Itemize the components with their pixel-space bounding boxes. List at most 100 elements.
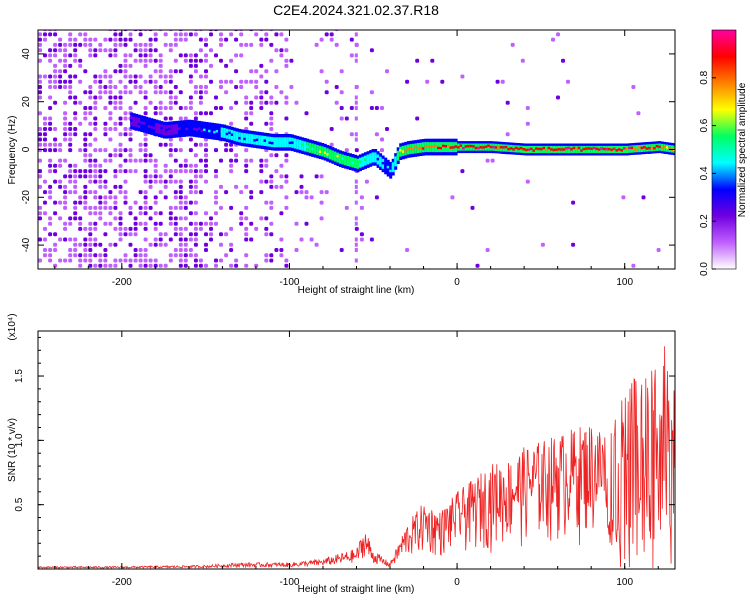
heatmap-cell <box>98 211 103 216</box>
heatmap-cell <box>264 121 269 126</box>
trace-core <box>504 145 508 149</box>
heatmap-cell <box>143 111 148 116</box>
heatmap-cell <box>148 37 153 42</box>
heatmap-cell <box>183 195 188 200</box>
heatmap-cell <box>354 116 358 121</box>
heatmap-cell <box>148 53 153 58</box>
heatmap-cell <box>88 42 93 47</box>
heatmap-cell <box>178 248 183 252</box>
heatmap-cell <box>354 190 358 195</box>
trace-core <box>281 141 284 144</box>
heatmap-cell <box>173 195 178 200</box>
trace-core <box>633 147 636 151</box>
heatmap-cell <box>138 253 143 258</box>
trace-core <box>354 162 357 165</box>
heatmap-cell <box>359 195 364 200</box>
heatmap-cell <box>68 258 73 263</box>
heatmap-cell <box>158 232 163 237</box>
trace-core <box>550 148 553 151</box>
trace-core <box>225 132 229 136</box>
heatmap-cell <box>83 153 88 158</box>
heatmap-cell <box>183 253 188 258</box>
heatmap-cell <box>204 153 208 158</box>
heatmap-cell <box>334 42 339 47</box>
heatmap-cell <box>249 195 254 200</box>
heatmap-cell <box>48 169 53 174</box>
trace-core <box>514 146 518 150</box>
heatmap-cell <box>284 195 289 200</box>
heatmap-cell <box>294 190 299 195</box>
heatmap-cell <box>108 116 113 121</box>
heatmap-cell <box>198 48 203 53</box>
trace-core <box>266 140 269 143</box>
trace-core <box>447 144 450 148</box>
heatmap-cell <box>209 63 213 68</box>
trace-core <box>625 147 628 151</box>
heatmap-cell <box>123 190 128 195</box>
trace-core <box>575 147 578 151</box>
chart-title: C2E4.2024.321.02.37.R18 <box>273 2 439 18</box>
heatmap-cell <box>198 90 203 95</box>
heatmap-cell <box>369 237 374 242</box>
trace-core <box>135 122 138 125</box>
trace-core <box>587 147 591 150</box>
heatmap-cell <box>279 211 284 216</box>
heatmap-cell <box>98 148 103 153</box>
heatmap-cell <box>83 90 88 95</box>
heatmap-cell <box>188 74 193 79</box>
heatmap-cell <box>284 153 289 158</box>
heatmap-cell <box>123 53 128 58</box>
heatmap-cell <box>53 211 58 216</box>
heatmap-cell <box>259 95 264 100</box>
heatmap-cell <box>153 158 158 163</box>
heatmap-cell <box>349 37 354 42</box>
trace-core <box>519 146 523 150</box>
heatmap-cell <box>385 69 389 74</box>
heatmap-cell <box>113 263 118 268</box>
heatmap-cell <box>385 200 389 205</box>
heatmap-cell <box>138 158 143 163</box>
heatmap-cell <box>98 85 103 89</box>
heatmap-cell <box>566 79 570 84</box>
heatmap-cell <box>128 226 133 231</box>
heatmap-cell <box>219 232 223 237</box>
trace-core <box>175 128 178 131</box>
heatmap-cell <box>63 221 68 226</box>
heatmap-cell <box>229 263 234 268</box>
heatmap-cell <box>244 148 249 153</box>
heatmap-cell <box>264 226 269 231</box>
heatmap-cell <box>78 63 83 68</box>
trace-band <box>638 145 642 153</box>
heatmap-cell <box>209 226 213 231</box>
heatmap-cell <box>68 179 73 184</box>
heatmap-cell <box>158 53 163 58</box>
trace-core <box>474 146 478 150</box>
heatmap-cell <box>299 184 304 189</box>
heatmap-cell <box>68 63 73 68</box>
heatmap-cell <box>93 79 98 84</box>
heatmap-cell <box>143 190 148 195</box>
heatmap-cell <box>38 79 42 84</box>
heatmap-cell <box>354 42 358 47</box>
heatmap-cell <box>591 48 596 53</box>
heatmap-cell <box>204 148 208 153</box>
heatmap-cell <box>138 42 143 47</box>
trace-core <box>271 141 274 145</box>
heatmap-cell <box>405 79 410 84</box>
heatmap-cell <box>163 232 168 237</box>
heatmap-cell <box>219 37 223 42</box>
heatmap-cell <box>68 132 73 137</box>
heatmap-cell <box>631 263 636 268</box>
heatmap-cell <box>173 148 178 153</box>
heatmap-cell <box>354 226 359 231</box>
heatmap-cell <box>133 48 138 53</box>
heatmap-cell <box>83 226 88 231</box>
heatmap-cell <box>143 226 148 231</box>
heatmap-cell <box>168 205 173 210</box>
heatmap-cell <box>68 95 73 100</box>
heatmap-cell <box>88 174 93 179</box>
heatmap-cell <box>219 79 223 84</box>
trace-core <box>165 128 168 132</box>
heatmap-cell <box>269 232 274 237</box>
